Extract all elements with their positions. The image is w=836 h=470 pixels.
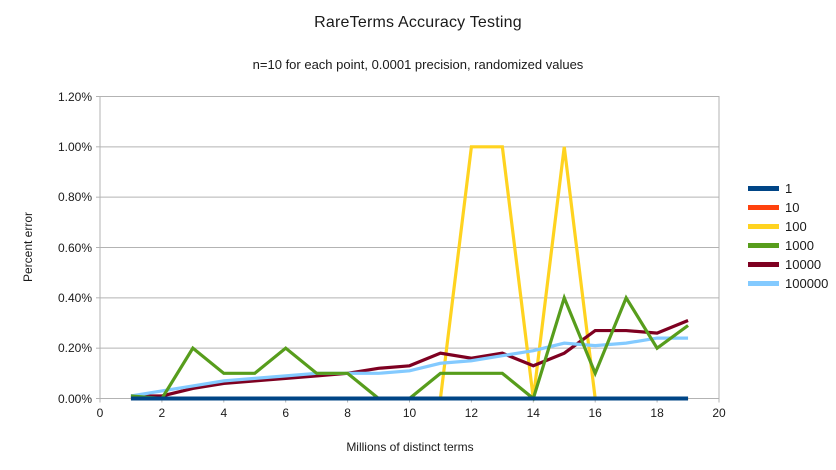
legend-swatch: [748, 262, 779, 267]
x-tick-label: 2: [158, 406, 166, 420]
y-tick-label: 0.60%: [57, 240, 92, 255]
legend-item: 1000: [748, 236, 828, 255]
x-tick-label: 6: [282, 406, 290, 420]
legend-label: 10: [785, 200, 800, 215]
legend-label: 10000: [785, 257, 822, 272]
x-tick-label: 14: [526, 406, 540, 420]
legend-swatch: [748, 243, 779, 248]
y-tick-label: 1.20%: [57, 89, 92, 104]
y-tick-label: 0.40%: [57, 290, 92, 305]
legend-item: 100: [748, 217, 828, 236]
legend-swatch: [748, 281, 779, 286]
x-tick-label: 10: [402, 406, 417, 420]
x-tick-label: 18: [650, 406, 664, 420]
legend-label: 100: [785, 219, 807, 234]
y-tick-label: 0.20%: [57, 341, 92, 356]
legend-item: 10000: [748, 255, 828, 274]
legend-item: 1: [748, 179, 828, 198]
legend-item: 10: [748, 198, 828, 217]
series-line-100: [130, 145, 689, 401]
x-tick-label: 4: [220, 406, 228, 420]
x-tick-label: 8: [344, 406, 351, 420]
series-line-100000: [130, 336, 689, 398]
legend-label: 100000: [785, 276, 829, 291]
x-tick-label: 16: [588, 406, 602, 420]
x-tick-label: 12: [464, 406, 479, 420]
legend-swatch: [748, 186, 779, 191]
y-tick-label: 1.00%: [57, 139, 92, 154]
legend-swatch: [748, 224, 779, 229]
legend: 1 10 100 1000 10000 100000: [748, 179, 828, 293]
series-line-10000: [130, 319, 689, 398]
x-axis-title: Millions of distinct terms: [346, 440, 474, 454]
legend-swatch: [748, 205, 779, 210]
chart-subtitle: n=10 for each point, 0.0001 precision, r…: [252, 57, 584, 72]
y-tick-label: 0.00%: [57, 391, 92, 406]
x-tick-label: 20: [712, 406, 726, 420]
legend-label: 1000: [785, 238, 814, 253]
legend-label: 1: [785, 181, 793, 196]
y-tick-label: 0.80%: [57, 190, 92, 205]
x-tick-label: 0: [96, 406, 104, 420]
legend-item: 100000: [748, 274, 828, 293]
chart-title: RareTerms Accuracy Testing: [314, 14, 522, 31]
